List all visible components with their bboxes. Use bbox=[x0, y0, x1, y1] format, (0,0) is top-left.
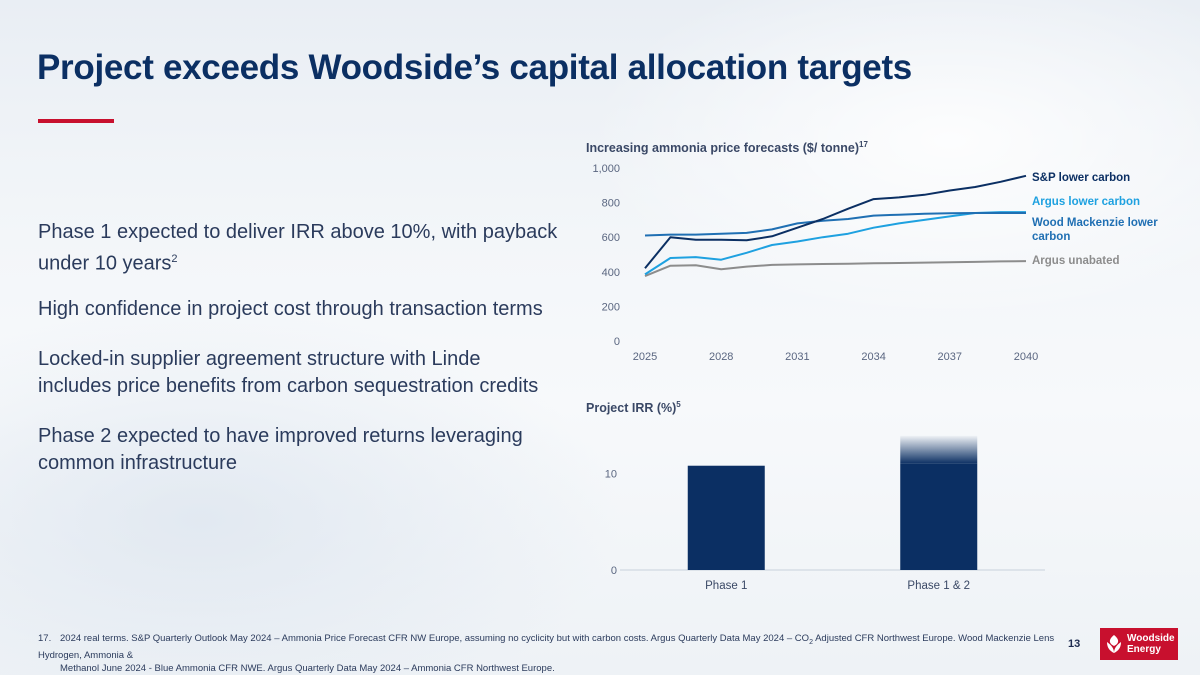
series-line-3 bbox=[644, 260, 1027, 278]
bar-chart-title: Project IRR (%)5 bbox=[586, 400, 681, 415]
legend-wood-mackenzie-line-2: carbon bbox=[1032, 231, 1070, 243]
bar-chart-title-footnote-ref: 5 bbox=[676, 400, 681, 409]
series-line-2 bbox=[644, 212, 1026, 237]
bullet-4-text: Phase 2 expected to have improved return… bbox=[38, 425, 523, 474]
x-tick-label: 2025 bbox=[633, 351, 657, 363]
bar-faded-extension-1 bbox=[900, 435, 978, 464]
series-line-1 bbox=[644, 211, 1026, 276]
bullet-3-text: Locked-in supplier agreement structure w… bbox=[38, 348, 539, 397]
footnote-text-1: 2024 real terms. S&P Quarterly Outlook M… bbox=[60, 633, 810, 644]
legend-wood-mackenzie-lower-carbon: Wood Mackenzie lower carbon bbox=[1032, 217, 1158, 243]
x-tick-label: 2031 bbox=[785, 351, 809, 363]
legend-argus-lower-carbon: Argus lower carbon bbox=[1032, 196, 1140, 208]
line-chart-title: Increasing ammonia price forecasts ($/ t… bbox=[586, 140, 868, 155]
category-label: Phase 1 bbox=[705, 580, 747, 592]
woodside-leaf-icon bbox=[1107, 635, 1121, 653]
bar-1 bbox=[900, 463, 978, 570]
line-chart-title-footnote-ref: 17 bbox=[859, 140, 868, 149]
footnote-text-1b: Adjusted CFR Northwest Europe. Wood Mack… bbox=[38, 633, 1055, 661]
bullet-3: Locked-in supplier agreement structure w… bbox=[38, 346, 558, 400]
legend-argus-unabated: Argus unabated bbox=[1032, 255, 1120, 267]
ammonia-price-line-chart: 0 200 400 600 800 1,000 2025 2028 2031 2034 2037 20… bbox=[592, 163, 1158, 363]
y-tick-label: 1,000 bbox=[592, 163, 620, 175]
x-tick-label: 2028 bbox=[709, 351, 733, 363]
bullet-1-text: Phase 1 expected to deliver IRR above 10… bbox=[38, 221, 558, 275]
y-tick-label: 600 bbox=[602, 232, 620, 244]
bullet-1: Phase 1 expected to deliver IRR above 10… bbox=[38, 219, 558, 278]
footnote-number: 17. bbox=[38, 633, 52, 644]
category-label: Phase 1 & 2 bbox=[907, 580, 970, 592]
legend-sp-lower-carbon: S&P lower carbon bbox=[1032, 172, 1130, 184]
bullet-2-text: High confidence in project cost through … bbox=[38, 298, 543, 320]
y-tick-label: 800 bbox=[602, 198, 620, 210]
x-tick-label: 2040 bbox=[1014, 351, 1038, 363]
x-tick-label: 2037 bbox=[938, 351, 962, 363]
project-irr-bar-chart: 0 10 Phase 1 Phase 1 & 2 bbox=[605, 435, 1045, 592]
footnote-line-1: 17. 2024 real terms. S&P Quarterly Outloo… bbox=[38, 632, 1068, 662]
page-number: 13 bbox=[1068, 638, 1081, 650]
logo-text-line-1: Woodside bbox=[1127, 633, 1175, 644]
y-tick-label: 10 bbox=[605, 468, 617, 480]
footnote-subscript: 2 bbox=[809, 638, 813, 646]
bullet-1-footnote-ref: 2 bbox=[171, 253, 178, 265]
y-tick-label: 0 bbox=[614, 336, 620, 348]
bar-chart-title-text: Project IRR (%) bbox=[586, 401, 677, 416]
x-tick-label: 2034 bbox=[861, 351, 885, 363]
title-accent-rule bbox=[38, 119, 114, 123]
series-line-0 bbox=[644, 174, 1027, 269]
bullet-2: High confidence in project cost through … bbox=[38, 296, 558, 323]
bullet-4: Phase 2 expected to have improved return… bbox=[38, 423, 558, 477]
logo-text-line-2: Energy bbox=[1127, 644, 1161, 655]
woodside-energy-logo: Woodside Energy bbox=[1100, 628, 1178, 660]
y-tick-label: 200 bbox=[602, 301, 620, 313]
line-chart-title-text: Increasing ammonia price forecasts ($/ t… bbox=[586, 141, 859, 156]
y-tick-label: 400 bbox=[602, 267, 620, 279]
slide-title: Project exceeds Woodside’s capital alloc… bbox=[37, 48, 912, 87]
bar-0 bbox=[687, 465, 765, 570]
footnote: 17. 2024 real terms. S&P Quarterly Outloo… bbox=[38, 632, 1068, 675]
legend-wood-mackenzie-line-1: Wood Mackenzie lower bbox=[1032, 217, 1158, 229]
footnote-line-2: Methanol June 2024 - Blue Ammonia CFR NW… bbox=[60, 662, 555, 674]
y-tick-label: 0 bbox=[611, 565, 617, 577]
